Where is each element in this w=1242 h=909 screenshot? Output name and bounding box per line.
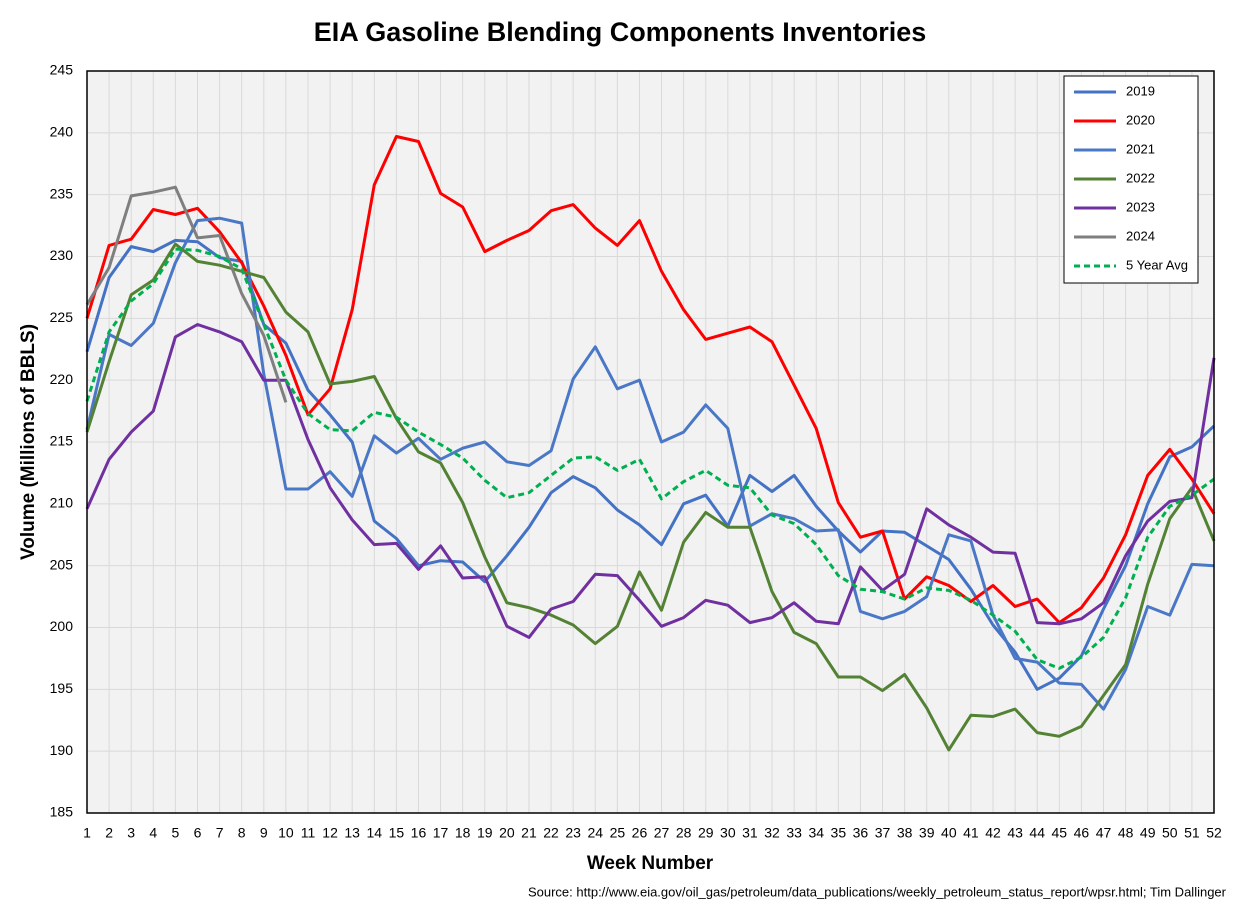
legend-label: 2021 — [1126, 141, 1155, 156]
x-tick-label: 21 — [521, 825, 537, 841]
x-tick-label: 33 — [786, 825, 802, 841]
legend-label: 2022 — [1126, 170, 1155, 185]
series-line — [85, 135, 1216, 625]
x-tick-label: 18 — [455, 825, 471, 841]
series-line — [85, 242, 1216, 752]
legend-label: 2019 — [1126, 83, 1155, 98]
x-tick-label: 29 — [698, 825, 714, 841]
x-tick-label: 46 — [1074, 825, 1090, 841]
x-tick-label: 30 — [720, 825, 736, 841]
y-tick-label: 205 — [50, 556, 74, 572]
source-note: Source: http://www.eia.gov/oil_gas/petro… — [528, 884, 1227, 899]
x-tick-label: 13 — [344, 825, 360, 841]
series-line — [85, 247, 1215, 670]
legend-label: 2020 — [1126, 112, 1155, 127]
y-tick-label: 240 — [50, 124, 74, 140]
x-tick-label: 43 — [1007, 825, 1023, 841]
x-tick-label: 42 — [985, 825, 1001, 841]
y-tick-label: 185 — [50, 804, 74, 820]
x-tick-label: 38 — [897, 825, 913, 841]
x-tick-label: 49 — [1140, 825, 1156, 841]
plot-border — [86, 70, 1215, 814]
x-tick-label: 22 — [543, 825, 559, 841]
x-tick-label: 20 — [499, 825, 515, 841]
y-tick-label: 195 — [50, 680, 74, 696]
x-tick-label: 45 — [1052, 825, 1068, 841]
x-tick-label: 31 — [742, 825, 758, 841]
x-tick-label: 40 — [941, 825, 957, 841]
y-axis-label: Volume (Millions of BBLS) — [18, 324, 39, 560]
y-tick-label: 220 — [50, 371, 74, 387]
x-tick-label: 3 — [127, 825, 135, 841]
x-tick-label: 35 — [831, 825, 847, 841]
x-tick-label: 12 — [322, 825, 338, 841]
legend-label: 2023 — [1126, 199, 1155, 214]
x-tick-label: 8 — [238, 825, 246, 841]
x-tick-label: 11 — [301, 825, 316, 841]
x-tick-label: 37 — [875, 825, 891, 841]
chart-title: EIA Gasoline Blending Components Invento… — [314, 17, 927, 47]
x-tick-label: 39 — [919, 825, 935, 841]
legend-label: 2024 — [1126, 228, 1155, 243]
x-tick-label: 28 — [676, 825, 692, 841]
x-tick-label: 32 — [764, 825, 780, 841]
y-tick-label: 235 — [50, 185, 74, 201]
x-tick-label: 1 — [83, 825, 91, 841]
x-tick-label: 25 — [610, 825, 626, 841]
x-tick-label: 41 — [963, 825, 979, 841]
x-tick-label: 44 — [1029, 825, 1045, 841]
x-axis-label: Week Number — [587, 853, 714, 874]
x-tick-label: 7 — [216, 825, 224, 841]
y-tick-label: 215 — [50, 433, 74, 449]
x-tick-label: 17 — [433, 825, 449, 841]
series-line — [85, 185, 288, 403]
x-tick-label: 15 — [389, 825, 405, 841]
x-tick-label: 36 — [853, 825, 869, 841]
x-tick-label: 52 — [1206, 825, 1222, 841]
legend-label: 5 Year Avg — [1126, 257, 1188, 272]
x-tick-label: 4 — [149, 825, 157, 841]
x-tick-label: 19 — [477, 825, 493, 841]
y-tick-label: 210 — [50, 495, 74, 511]
x-tick-label: 47 — [1096, 825, 1112, 841]
x-tick-label: 27 — [654, 825, 670, 841]
x-tick-label: 16 — [411, 825, 427, 841]
x-tick-label: 50 — [1162, 825, 1178, 841]
x-tick-label: 9 — [260, 825, 268, 841]
x-tick-label: 51 — [1184, 825, 1200, 841]
x-tick-label: 34 — [808, 825, 824, 841]
x-tick-label: 5 — [171, 825, 179, 841]
x-tick-label: 14 — [366, 825, 382, 841]
x-tick-label: 23 — [565, 825, 581, 841]
x-tick-label: 10 — [278, 825, 294, 841]
y-tick-label: 190 — [50, 742, 74, 758]
y-tick-label: 245 — [50, 62, 74, 78]
y-tick-label: 225 — [50, 309, 74, 325]
x-tick-label: 2 — [105, 825, 113, 841]
y-tick-label: 200 — [50, 618, 74, 634]
x-tick-label: 24 — [587, 825, 603, 841]
y-tick-label: 230 — [50, 247, 74, 263]
x-tick-label: 6 — [194, 825, 202, 841]
x-tick-label: 48 — [1118, 825, 1134, 841]
x-tick-label: 26 — [632, 825, 648, 841]
series-line — [85, 216, 1215, 711]
series-line — [85, 323, 1216, 639]
